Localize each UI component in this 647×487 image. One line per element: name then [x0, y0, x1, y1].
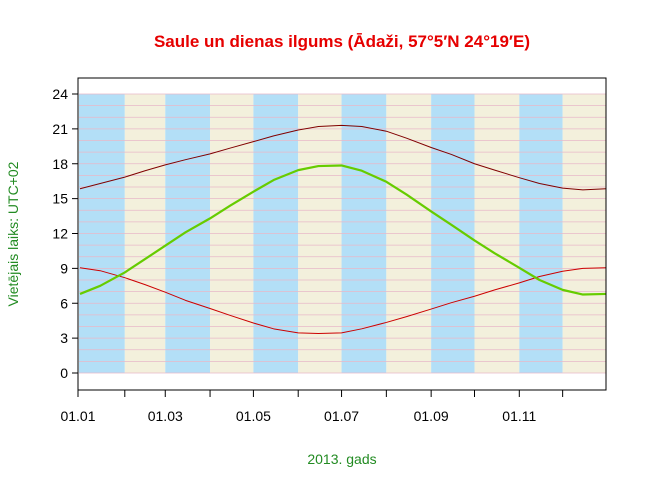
- y-tick-label: 0: [60, 365, 68, 381]
- x-axis: 01.01 01.03 01.05 01.07 01.09 01.11: [60, 389, 606, 424]
- y-tick-label: 18: [52, 156, 68, 172]
- x-tick-label: 01.05: [236, 408, 271, 424]
- x-tick-label: 01.09: [414, 408, 449, 424]
- series-lines: [79, 124, 607, 334]
- y-tick-label: 9: [60, 260, 68, 276]
- series-line-sunset: [79, 124, 607, 191]
- y-tick-label: 3: [60, 330, 68, 346]
- series-line-sunrise: [79, 267, 607, 334]
- y-axis: 0 3 6 9 12 15 18 21 24: [52, 86, 79, 381]
- x-tick-label: 01.01: [60, 408, 95, 424]
- x-axis-label: 2013. gads: [307, 451, 376, 467]
- y-tick-label: 6: [60, 295, 68, 311]
- chart-title: Saule un dienas ilgums (Ādaži, 57°5′N 24…: [154, 32, 530, 51]
- series-line-day-length: [79, 164, 607, 296]
- y-tick-label: 12: [52, 226, 68, 242]
- y-tick-label: 21: [52, 121, 68, 137]
- x-tick-label: 01.11: [502, 408, 536, 424]
- y-axis-label: Vietējais laiks: UTC+02: [5, 161, 21, 306]
- y-tick-label: 24: [52, 86, 68, 102]
- x-tick-label: 01.07: [324, 408, 359, 424]
- y-tick-label: 15: [52, 191, 68, 207]
- hour-gridlines: [79, 93, 606, 374]
- x-tick-label: 01.03: [148, 408, 183, 424]
